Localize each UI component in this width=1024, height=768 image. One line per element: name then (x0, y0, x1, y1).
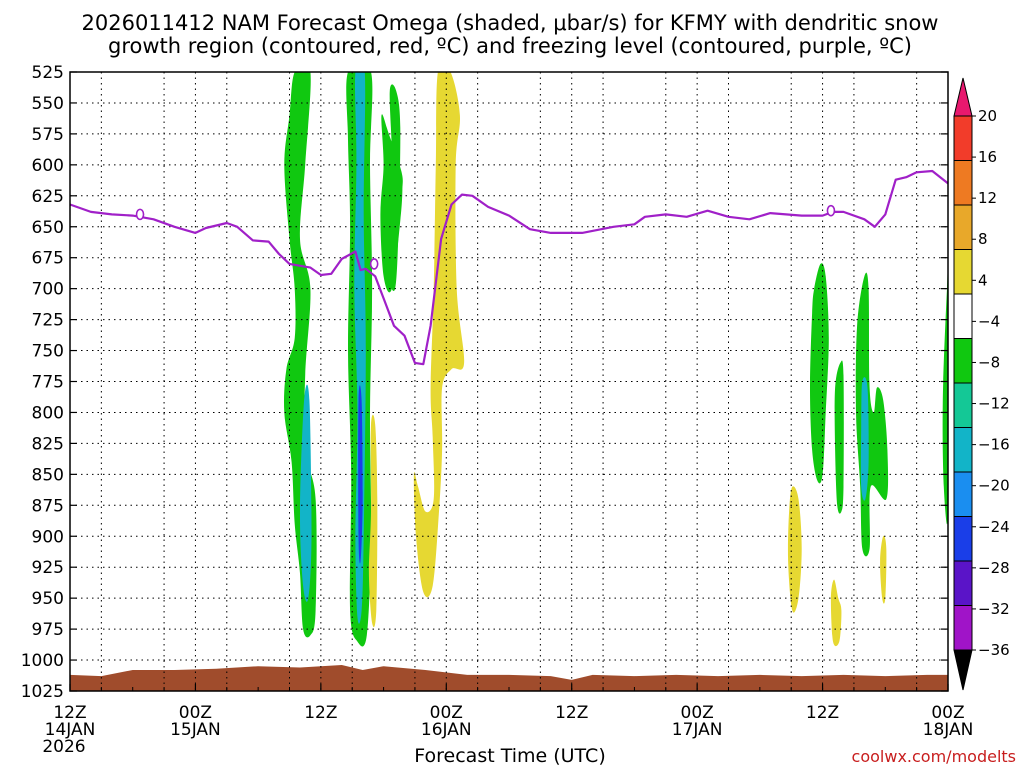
freezing-level-label (369, 258, 379, 270)
colorbar-bin (953, 471, 973, 517)
colorbar-bin (953, 338, 973, 384)
omega-region (880, 535, 887, 604)
colorbar: 20 16 12 8 4 −4 −8 −12 −16 −20 −24 −28 −32 −36 (953, 77, 1010, 691)
chart-title: 2026011412 NAM Forecast Omega (shaded, μ… (82, 11, 939, 58)
y-tick-label: 525 (32, 63, 64, 83)
omega-region (389, 84, 401, 292)
x-tick-label: 2026 (42, 737, 85, 757)
colorbar-label: 8 (978, 230, 988, 248)
y-tick-label: 1025 (21, 682, 64, 702)
omega-region (860, 377, 869, 501)
x-tick-label: 16JAN (421, 720, 472, 740)
colorbar-bin (953, 382, 973, 428)
colorbar-label: −20 (978, 477, 1010, 495)
x-axis-label: Forecast Time (UTC) (414, 745, 605, 767)
credit-link[interactable]: coolwx.com/modelts (852, 747, 1016, 766)
y-tick-label: 675 (32, 249, 64, 269)
y-tick-label: 975 (32, 620, 64, 640)
colorbar-label: −12 (978, 395, 1010, 413)
x-tick-label: 12Z (53, 703, 86, 723)
x-tick-label: 00Z (681, 703, 714, 723)
colorbar-bin (953, 293, 973, 339)
omega-region (413, 72, 465, 598)
title-line: 2026011412 NAM Forecast Omega (shaded, μ… (82, 11, 939, 35)
colorbar-label: −24 (978, 518, 1010, 536)
omega-region (810, 263, 829, 484)
y-tick-label: 875 (32, 496, 64, 516)
x-tick-label: 12Z (806, 703, 839, 723)
x-tick-label: 00Z (931, 703, 964, 723)
freezing-level (69, 169, 949, 366)
colorbar-bin (953, 516, 973, 562)
y-tick-label: 700 (32, 280, 64, 300)
colorbar-extend-bottom (953, 649, 973, 691)
x-tick-label: 15JAN (170, 720, 221, 740)
colorbar-bin (953, 115, 973, 161)
x-tick-label: 00Z (430, 703, 463, 723)
colorbar-label: −36 (978, 641, 1010, 659)
x-tick-label: 12Z (304, 703, 337, 723)
y-tick-label: 850 (32, 465, 64, 485)
colorbar-label: −16 (978, 436, 1010, 454)
y-tick-label: 775 (32, 373, 64, 393)
omega-region (830, 579, 842, 647)
colorbar-label: 4 (978, 271, 988, 289)
colorbar-bin (953, 204, 973, 250)
colorbar-bin (953, 605, 973, 651)
omega-shading (283, 72, 948, 647)
y-tick-label: 825 (32, 434, 64, 454)
omega-region (787, 486, 802, 613)
omega-region (834, 360, 844, 514)
omega-region (283, 72, 317, 638)
colorbar-bin (953, 160, 973, 206)
colorbar-label: −28 (978, 559, 1010, 577)
y-tick-label: 900 (32, 527, 64, 547)
colorbar-label: −4 (978, 312, 1000, 330)
omega-region (358, 385, 363, 564)
colorbar-label: 20 (978, 107, 997, 125)
y-tick-label: 550 (32, 94, 64, 114)
omega-region (942, 267, 948, 525)
omega-region (368, 414, 378, 628)
omega-region (354, 72, 366, 624)
y-tick-label: 650 (32, 218, 64, 238)
title-line: growth region (contoured, red, ºC) and f… (108, 34, 912, 58)
colorbar-bin (953, 249, 973, 295)
x-tick-label: 17JAN (672, 720, 723, 740)
colorbar-bin (953, 427, 973, 473)
y-axis: 525 550 575 600 625 650 675 700 725 750 775 800 825 8… (21, 63, 948, 702)
colorbar-label: −32 (978, 600, 1010, 618)
y-tick-label: 750 (32, 342, 64, 362)
x-tick-label: 14JAN (45, 720, 96, 740)
colorbar-bin (953, 560, 973, 606)
y-tick-label: 725 (32, 311, 64, 331)
omega-region (855, 272, 889, 557)
grid (69, 71, 949, 692)
y-tick-label: 1000 (21, 651, 64, 671)
x-tick-label: 12Z (555, 703, 588, 723)
x-tick-label: 00Z (179, 703, 212, 723)
y-tick-label: 625 (32, 187, 64, 207)
colorbar-label: 12 (978, 189, 997, 207)
colorbar-label: −8 (978, 353, 1000, 371)
freezing-level-label (826, 204, 836, 217)
colorbar-extend-top (953, 77, 973, 117)
y-tick-label: 600 (32, 156, 64, 176)
y-tick-label: 575 (32, 125, 64, 145)
y-tick-label: 950 (32, 589, 64, 609)
freezing-level-label (135, 208, 145, 221)
omega-region (299, 384, 312, 602)
x-tick-label: 18JAN (923, 720, 974, 740)
y-tick-label: 925 (32, 558, 64, 578)
y-tick-label: 800 (32, 403, 64, 423)
colorbar-label: 16 (978, 148, 997, 166)
